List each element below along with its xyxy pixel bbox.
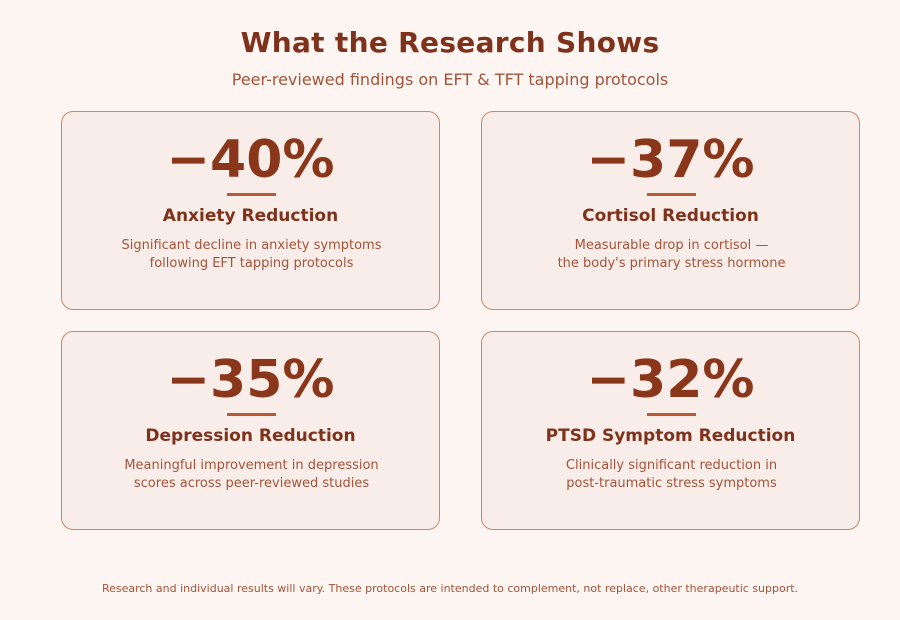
stat-description-line: the body's primary stress hormone [557,256,786,271]
stat-label: PTSD Symptom Reduction [545,426,796,446]
stat-label: Anxiety Reduction [162,206,339,226]
stat-description: Meaningful improvement in depression sco… [82,457,421,493]
stat-divider [647,413,696,416]
stat-description-line: Significant decline in anxiety symptoms [121,238,382,253]
footnote-disclaimer: Research and individual results will var… [101,582,799,595]
stat-description-line: Measurable drop in cortisol — [574,238,769,253]
stat-description-line: post-traumatic stress symptoms [566,476,777,491]
stat-card-cortisol: −37% Cortisol Reduction Measurable drop … [481,111,860,310]
stat-divider [647,193,696,196]
stat-description: Measurable drop in cortisol — the body's… [502,237,841,273]
stat-card-anxiety: −40% Anxiety Reduction Significant decli… [61,111,440,310]
stat-card-ptsd: −32% PTSD Symptom Reduction Clinically s… [481,331,860,530]
page-subtitle: Peer-reviewed findings on EFT & TFT tapp… [231,70,669,89]
stat-description-line: scores across peer-reviewed studies [133,476,370,491]
stat-label: Cortisol Reduction [582,206,759,226]
stat-value: −40% [166,130,335,190]
stat-divider [227,193,276,196]
stat-label: Depression Reduction [145,426,356,446]
stat-divider [227,413,276,416]
stat-description: Significant decline in anxiety symptoms … [82,237,421,273]
stat-value: −32% [586,350,755,410]
stat-description: Clinically significant reduction in post… [502,457,841,493]
stat-description-line: following EFT tapping protocols [149,256,354,271]
stat-description-line: Meaningful improvement in depression [124,458,379,473]
stat-card-depression: −35% Depression Reduction Meaningful imp… [61,331,440,530]
stat-description-line: Clinically significant reduction in [565,458,778,473]
stat-value: −35% [166,350,335,410]
stat-value: −37% [586,130,755,190]
page-title: What the Research Shows [240,26,660,59]
